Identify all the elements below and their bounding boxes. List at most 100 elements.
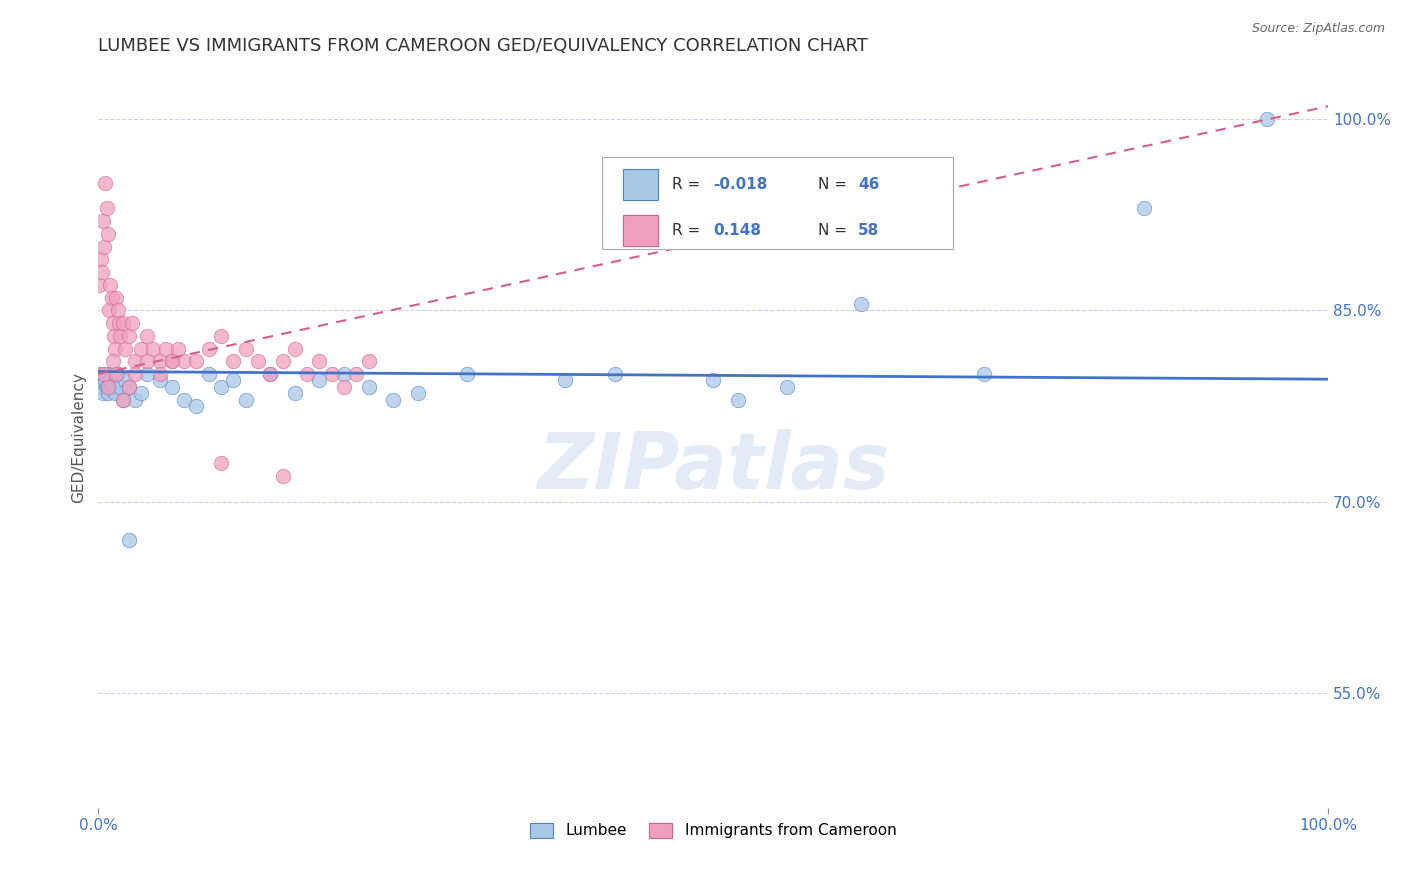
Point xyxy=(160,380,183,394)
Text: N =: N = xyxy=(818,223,852,238)
Point xyxy=(1132,201,1154,215)
Point xyxy=(96,380,118,394)
Point xyxy=(101,380,124,394)
Point xyxy=(456,367,478,381)
Point xyxy=(849,297,872,311)
Point xyxy=(124,354,146,368)
Point xyxy=(108,316,131,330)
Point xyxy=(98,374,121,388)
Point xyxy=(104,386,127,401)
Point xyxy=(155,342,177,356)
Point xyxy=(101,354,124,368)
Point xyxy=(121,316,143,330)
Point xyxy=(136,367,159,381)
Point xyxy=(160,354,183,368)
Point xyxy=(108,328,131,343)
Point xyxy=(93,367,115,381)
Point xyxy=(89,252,111,267)
Point xyxy=(107,303,129,318)
Point xyxy=(209,456,232,470)
Point xyxy=(209,380,232,394)
Point xyxy=(333,367,356,381)
Text: 0.148: 0.148 xyxy=(713,223,761,238)
Point xyxy=(94,176,117,190)
Point xyxy=(295,367,318,381)
Point xyxy=(148,354,170,368)
Point xyxy=(90,265,112,279)
Point xyxy=(94,374,117,388)
Point xyxy=(235,392,257,407)
Point xyxy=(271,469,294,483)
Point xyxy=(136,328,159,343)
Point xyxy=(197,342,219,356)
Point xyxy=(148,367,170,381)
Point xyxy=(89,277,111,292)
Point xyxy=(357,354,380,368)
Point xyxy=(101,316,124,330)
Point xyxy=(160,354,183,368)
Point xyxy=(118,380,141,394)
Point xyxy=(357,380,380,394)
Point xyxy=(89,367,111,381)
Point xyxy=(246,354,269,368)
Point xyxy=(167,342,190,356)
Point xyxy=(209,328,232,343)
Point xyxy=(382,392,405,407)
FancyBboxPatch shape xyxy=(602,157,953,249)
Point xyxy=(97,380,120,394)
Point xyxy=(100,291,122,305)
Point xyxy=(124,367,146,381)
Point xyxy=(973,367,995,381)
Point xyxy=(308,354,330,368)
Point xyxy=(148,374,170,388)
Point xyxy=(321,367,343,381)
Point xyxy=(111,392,134,407)
Point xyxy=(108,380,131,394)
Point xyxy=(105,367,128,381)
Text: ZIPatlas: ZIPatlas xyxy=(537,429,889,506)
Point xyxy=(104,342,127,356)
Point xyxy=(235,342,257,356)
Point xyxy=(118,533,141,547)
Point xyxy=(111,316,134,330)
Legend: Lumbee, Immigrants from Cameroon: Lumbee, Immigrants from Cameroon xyxy=(524,817,903,845)
Point xyxy=(308,374,330,388)
Point xyxy=(114,374,136,388)
Point xyxy=(1256,112,1278,126)
Text: 46: 46 xyxy=(858,177,880,192)
Text: Source: ZipAtlas.com: Source: ZipAtlas.com xyxy=(1251,22,1385,36)
Point xyxy=(186,354,208,368)
Point xyxy=(222,374,245,388)
Point xyxy=(124,392,146,407)
Point xyxy=(727,392,749,407)
Point xyxy=(118,328,141,343)
Point xyxy=(142,342,165,356)
Point xyxy=(136,354,159,368)
Point xyxy=(776,380,799,394)
Text: 58: 58 xyxy=(858,223,880,238)
Point xyxy=(333,380,356,394)
Point xyxy=(129,342,152,356)
Point xyxy=(114,342,136,356)
Point xyxy=(89,380,111,394)
Point xyxy=(98,277,121,292)
Point xyxy=(129,386,152,401)
Point xyxy=(222,354,245,368)
Point xyxy=(259,367,281,381)
Point xyxy=(702,374,724,388)
Point xyxy=(406,386,429,401)
Point xyxy=(111,392,134,407)
Point xyxy=(96,201,118,215)
Point xyxy=(173,354,195,368)
Point xyxy=(107,367,129,381)
Text: -0.018: -0.018 xyxy=(713,177,768,192)
Point xyxy=(91,386,114,401)
Point xyxy=(93,239,115,253)
Point xyxy=(93,367,115,381)
Point xyxy=(91,214,114,228)
Point xyxy=(98,367,121,381)
Point xyxy=(554,374,576,388)
Point xyxy=(284,342,307,356)
FancyBboxPatch shape xyxy=(623,169,658,200)
Y-axis label: GED/Equivalency: GED/Equivalency xyxy=(72,373,86,503)
